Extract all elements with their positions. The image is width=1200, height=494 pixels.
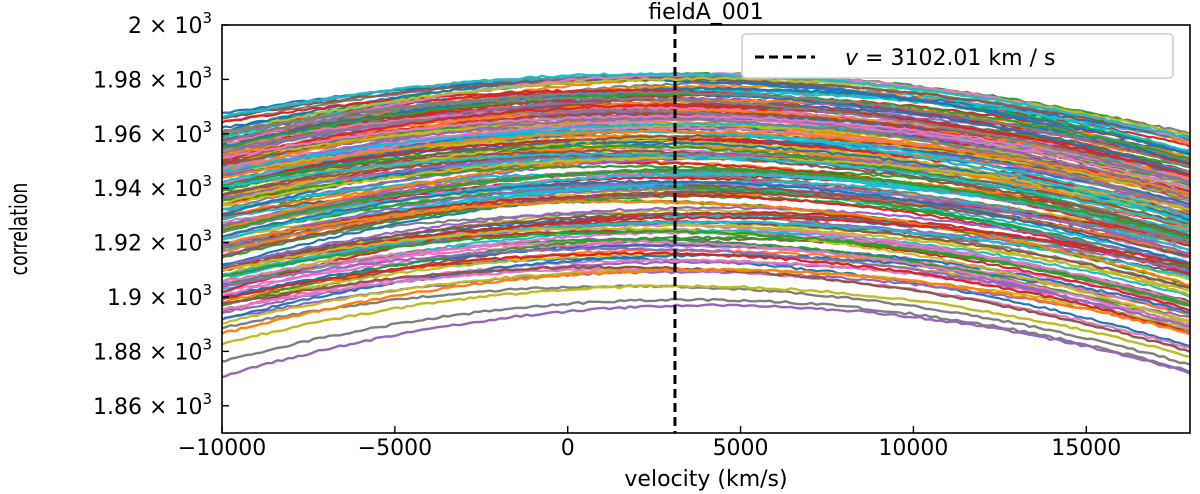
- correlation-series-line: [222, 284, 1190, 358]
- x-tick-label: 0: [561, 436, 575, 461]
- legend-box: [741, 33, 1174, 79]
- legend-value: = 3102.01 km / s: [858, 46, 1055, 71]
- correlation-series-line: [222, 220, 1190, 279]
- correlation-series-line: [222, 179, 1190, 267]
- correlation-series-line: [222, 229, 1190, 308]
- x-tick-label: 10000: [878, 436, 948, 461]
- correlation-series-line: [222, 205, 1190, 269]
- correlation-series-line: [222, 72, 1190, 141]
- correlation-series-line: [222, 199, 1190, 287]
- correlation-series-line: [222, 243, 1190, 314]
- x-tick-label: 15000: [1051, 436, 1121, 461]
- correlation-series-line: [222, 96, 1190, 184]
- x-axis-label: velocity (km/s): [624, 467, 787, 492]
- correlation-series-line: [222, 77, 1190, 142]
- y-tick-label: 1.94 × 103: [93, 172, 212, 202]
- correlation-series-line: [222, 136, 1190, 217]
- x-tick-label: −5000: [358, 436, 432, 461]
- y-tick-label: 1.9 × 103: [107, 281, 212, 311]
- legend: v = 3102.01 km / s: [741, 33, 1174, 79]
- correlation-series-line: [222, 102, 1190, 177]
- correlation-series-line: [222, 108, 1190, 180]
- y-tick-label: 2 × 103: [128, 9, 212, 39]
- x-tick-label: −10000: [178, 436, 266, 461]
- correlation-series-line: [222, 152, 1190, 229]
- correlation-series-line: [222, 246, 1190, 328]
- correlation-series-line: [222, 90, 1190, 168]
- correlation-series-line: [222, 76, 1190, 137]
- y-tick-label: 1.96 × 103: [93, 118, 212, 148]
- correlation-series-line: [222, 144, 1190, 239]
- correlation-series-line: [222, 129, 1190, 195]
- plot-frame: [221, 24, 1191, 434]
- y-axis-label: correlation: [5, 183, 33, 276]
- y-tick-label: 1.98 × 103: [93, 63, 212, 93]
- correlation-series-line: [222, 114, 1190, 181]
- correlation-series-line: [222, 173, 1190, 248]
- correlation-series-line: [222, 108, 1190, 213]
- correlation-series-line: [222, 129, 1190, 224]
- y-tick-label: 1.92 × 103: [93, 227, 212, 257]
- y-tick-label: 1.86 × 103: [93, 390, 212, 420]
- correlation-series-line: [222, 167, 1190, 240]
- y-tick-label: 1.88 × 103: [93, 335, 212, 365]
- correlation-series-line: [222, 116, 1190, 199]
- legend-label: v = 3102.01 km / s: [845, 46, 1055, 71]
- y-axis-ticks: 1.86 × 103 1.88 × 103 1.9 × 103 1.92 × 103 1…: [93, 9, 229, 420]
- highlight-series-group: [222, 72, 1190, 379]
- correlation-series-line: [222, 251, 1190, 335]
- correlation-series-line: [222, 303, 1190, 379]
- correlation-series-line: [222, 244, 1190, 307]
- legend-variable: v: [845, 46, 859, 71]
- chart-title: fieldA_001: [648, 0, 764, 25]
- correlation-series-line: [222, 267, 1190, 336]
- correlation-series-line: [222, 297, 1190, 374]
- x-tick-label: 5000: [713, 436, 769, 461]
- correlation-series-line: [222, 190, 1190, 258]
- x-axis-ticks: −10000 −5000 0 5000 10000 15000: [178, 426, 1121, 461]
- correlation-series-line: [222, 192, 1190, 276]
- correlation-series-line: [222, 239, 1190, 328]
